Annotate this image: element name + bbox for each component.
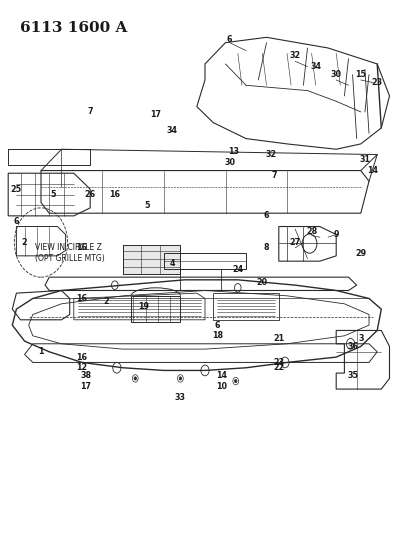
Circle shape [179,377,181,380]
Text: 14: 14 [216,372,226,380]
Text: 6: 6 [13,217,19,225]
Text: 5: 5 [50,190,56,199]
Text: 23: 23 [371,78,382,87]
Text: 24: 24 [231,265,243,273]
Text: 6: 6 [263,212,269,220]
Text: 16: 16 [76,353,87,361]
Text: 36: 36 [346,342,357,351]
Text: 10: 10 [216,382,226,391]
Bar [123,245,180,274]
Text: 4: 4 [169,260,175,268]
Text: 28: 28 [305,228,317,236]
Text: 16: 16 [76,294,87,303]
Text: 5: 5 [144,201,150,209]
Text: 23: 23 [272,358,284,367]
Circle shape [134,377,136,380]
Text: 8: 8 [263,244,269,252]
Text: 9: 9 [333,230,338,239]
Text: 2: 2 [103,297,109,305]
Text: 34: 34 [166,126,177,135]
Text: 1: 1 [38,348,44,356]
Text: 29: 29 [354,249,366,257]
Text: 6113 1600 A: 6113 1600 A [20,21,128,35]
Text: 16: 16 [76,244,87,252]
Text: 6: 6 [214,321,220,329]
Text: 14: 14 [367,166,378,175]
Text: 30: 30 [330,70,341,79]
Text: 6: 6 [226,36,232,44]
Text: 31: 31 [359,156,369,164]
Text: 20: 20 [256,278,267,287]
Text: 16: 16 [109,190,120,199]
Text: 32: 32 [289,52,300,60]
Text: 7: 7 [87,108,93,116]
Text: 34: 34 [310,62,320,71]
Bar [180,269,221,290]
Text: 18: 18 [211,332,222,340]
Circle shape [234,379,236,383]
Text: 12: 12 [76,364,88,372]
Text: 7: 7 [271,172,277,180]
Text: 21: 21 [272,334,284,343]
Text: 38: 38 [80,372,92,380]
Text: 17: 17 [150,110,161,119]
Bar [8,149,90,165]
Text: 30: 30 [224,158,234,167]
Text: 32: 32 [264,150,276,159]
Text: VIEW IN CIRCLE Z
(OPT GRILLE MTG): VIEW IN CIRCLE Z (OPT GRILLE MTG) [35,244,104,263]
Text: 35: 35 [346,372,357,380]
Text: 27: 27 [289,238,300,247]
Text: 33: 33 [175,393,185,401]
Bar [164,253,245,269]
Text: 19: 19 [138,302,148,311]
Text: 2: 2 [22,238,27,247]
Text: 3: 3 [357,334,363,343]
Text: 26: 26 [84,190,96,199]
Text: 25: 25 [11,185,22,193]
Text: 22: 22 [272,364,284,372]
Text: 13: 13 [228,148,238,156]
Text: 17: 17 [81,382,91,391]
Text: 15: 15 [355,70,365,79]
